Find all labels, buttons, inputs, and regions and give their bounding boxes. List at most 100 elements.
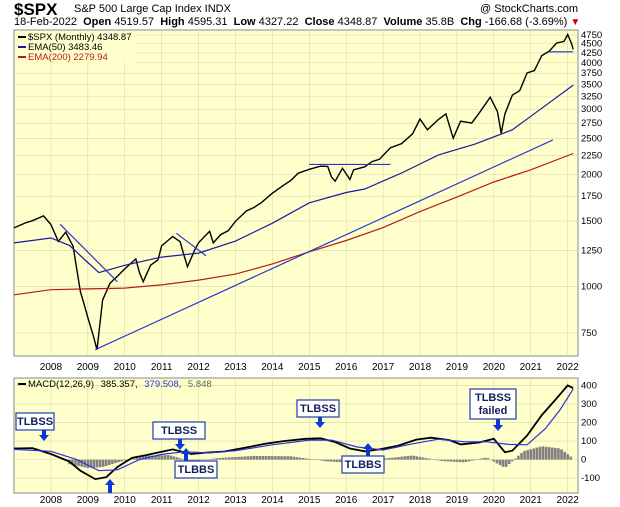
histogram-bar xyxy=(246,456,250,460)
histogram-bar xyxy=(517,455,520,460)
histogram-bar xyxy=(387,458,391,460)
histogram-bar xyxy=(166,455,170,460)
histogram-bar xyxy=(178,458,182,460)
y-tick-label: 3000 xyxy=(581,104,602,115)
histogram-bar xyxy=(464,459,468,462)
price-legend: $SPX (Monthly) 4348.87 EMA(50) 3483.46 E… xyxy=(16,32,136,63)
price-panel xyxy=(13,29,579,357)
histogram-bar xyxy=(86,459,90,468)
histogram-bar xyxy=(194,459,197,461)
histogram-bar xyxy=(215,458,219,460)
y-tick-label: 1750 xyxy=(581,191,602,202)
histogram-bar xyxy=(563,451,566,460)
y-tick-label: 2250 xyxy=(581,151,602,162)
x-tick-label: 2017 xyxy=(372,495,395,506)
histogram-bar xyxy=(547,447,551,460)
arrow-up-icon xyxy=(363,443,373,449)
histogram-bar xyxy=(104,459,108,466)
histogram-bar xyxy=(501,459,505,467)
arrow-down-icon xyxy=(493,425,503,431)
histogram-bar xyxy=(132,458,136,460)
ema50-series-line xyxy=(13,84,574,274)
y-tick-label: 0 xyxy=(581,455,586,466)
histogram-bar xyxy=(455,459,459,462)
histogram-bar xyxy=(209,458,213,460)
histogram-bar xyxy=(452,459,456,462)
trendline xyxy=(59,223,118,283)
histogram-bar xyxy=(461,459,465,463)
histogram-bar xyxy=(329,459,333,462)
chg-value: -166.68 (-3.69%) xyxy=(484,16,568,28)
histogram-bar xyxy=(544,446,548,460)
macd-lines xyxy=(13,384,574,481)
x-tick-label: 2008 xyxy=(40,495,63,506)
x-tick-label: 2014 xyxy=(261,495,284,506)
annotation-box xyxy=(296,399,340,418)
histogram-bar xyxy=(231,457,234,460)
arrow-down-icon xyxy=(39,435,49,441)
histogram-bar xyxy=(406,456,410,460)
histogram-bar xyxy=(520,452,523,460)
histogram-bar xyxy=(495,459,499,464)
x-tick-label: 2008 xyxy=(40,362,63,373)
histogram-bar xyxy=(326,459,330,462)
x-tick-label: 2011 xyxy=(151,495,173,506)
y-tick-label: 2750 xyxy=(581,118,602,129)
arrow-down-icon xyxy=(315,422,325,428)
open-label: Open xyxy=(83,16,112,28)
x-tick-label: 2014 xyxy=(261,362,284,373)
quote-line: 18-Feb-2022 Open 4519.57 High 4595.31 Lo… xyxy=(14,16,580,28)
histogram-bar xyxy=(286,456,290,460)
histogram-bar xyxy=(492,459,496,462)
arrow-up-icon xyxy=(108,484,112,493)
histogram-bar xyxy=(480,458,483,460)
histogram-bar xyxy=(550,447,554,460)
x-tick-label: 2009 xyxy=(77,362,100,373)
macd-value: 385.357 xyxy=(101,379,135,390)
histogram-bar xyxy=(108,459,111,465)
histogram-bar xyxy=(175,457,179,460)
histogram-bar xyxy=(234,457,237,460)
histogram-bar xyxy=(443,459,446,462)
histogram-bar xyxy=(449,459,453,462)
date: 18-Feb-2022 xyxy=(14,16,77,28)
histogram-bar xyxy=(489,459,493,461)
histogram-bar xyxy=(566,454,569,460)
x-tick-label: 2018 xyxy=(409,495,432,506)
histogram-bar xyxy=(498,459,502,466)
arrow-down-icon xyxy=(318,416,322,423)
histogram-bar xyxy=(151,455,154,460)
histogram-bar xyxy=(160,455,163,460)
histogram-bar xyxy=(415,456,419,460)
histogram-bar xyxy=(292,456,296,460)
annotation-label: TLBSS xyxy=(161,425,197,437)
histogram-bar xyxy=(101,459,105,467)
chart-header: $SPX S&P 500 Large Cap Index INDX @ Stoc… xyxy=(0,0,620,30)
histogram-bar xyxy=(283,456,286,460)
histogram-bar xyxy=(421,457,425,460)
x-tick-label: 2020 xyxy=(483,495,506,506)
histogram-bar xyxy=(554,447,557,460)
x-tick-label: 2012 xyxy=(187,495,210,506)
x-tick-label: 2022 xyxy=(557,362,580,373)
histogram-bar xyxy=(120,459,123,462)
y-tick-label: 200 xyxy=(581,418,597,429)
y-tick-label: 4500 xyxy=(581,39,602,50)
histogram-bar xyxy=(111,459,114,465)
histogram-bar xyxy=(197,459,200,461)
histogram-bar xyxy=(212,458,216,460)
histogram-bar xyxy=(504,459,508,467)
histogram-bar xyxy=(141,455,145,460)
histogram-bar xyxy=(114,459,117,464)
arrow-down-icon xyxy=(175,444,185,450)
arrow-up-icon xyxy=(181,448,191,454)
histogram-bar xyxy=(338,459,342,463)
histogram-bar xyxy=(434,459,437,461)
close-label: Close xyxy=(304,16,335,28)
svg-text:MACD(12,26,9) 385.357,: MACD(12,26,9) 385.357, 379.508, 5.848 xyxy=(28,379,212,390)
histogram-bar xyxy=(274,456,277,460)
histogram-bar xyxy=(307,458,311,460)
histogram-bar xyxy=(526,450,529,460)
histogram-bar xyxy=(154,455,157,460)
x-tick-label: 2010 xyxy=(114,362,137,373)
